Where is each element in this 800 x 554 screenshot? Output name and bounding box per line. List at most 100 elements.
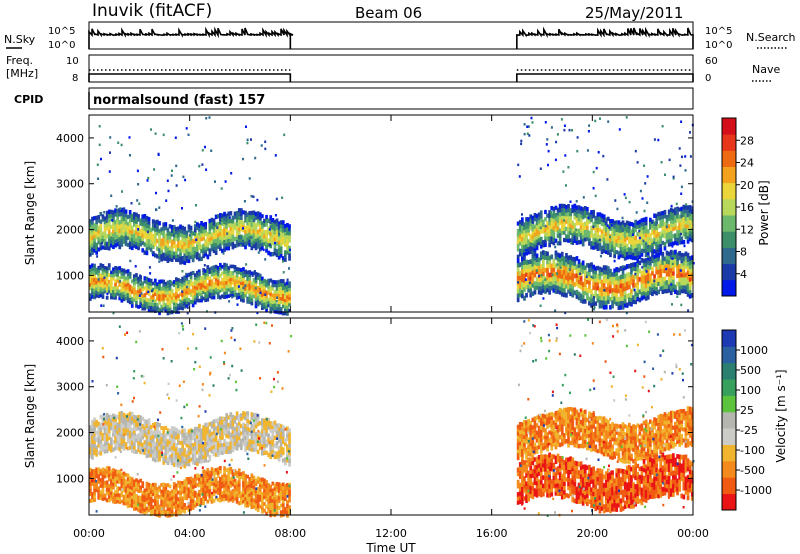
data-cell — [575, 277, 579, 282]
data-cell — [181, 259, 184, 265]
data-cell — [611, 304, 614, 309]
data-cell — [120, 271, 124, 276]
data-cell — [158, 286, 161, 291]
data-cell — [189, 495, 193, 500]
data-cell — [135, 297, 138, 301]
scatter-cell — [119, 207, 122, 210]
scatter-cell — [550, 126, 553, 129]
data-cell — [279, 424, 283, 429]
data-cell — [91, 498, 94, 503]
data-cell — [575, 232, 579, 238]
data-cell — [537, 212, 541, 217]
data-cell — [684, 220, 688, 225]
data-cell — [271, 279, 275, 284]
data-cell — [669, 258, 673, 264]
data-cell — [214, 246, 218, 251]
scatter-cell — [602, 154, 605, 158]
data-cell — [665, 232, 669, 237]
data-cell — [261, 224, 264, 229]
data-cell — [158, 449, 161, 454]
data-cell — [690, 234, 694, 239]
data-cell — [105, 440, 109, 446]
data-cell — [107, 266, 111, 271]
data-cell — [575, 294, 579, 299]
data-cell — [200, 298, 203, 303]
data-cell — [273, 299, 277, 304]
data-cell — [175, 431, 178, 436]
data-cell — [145, 494, 149, 498]
data-cell — [242, 242, 245, 247]
data-cell — [632, 299, 635, 304]
data-cell — [279, 442, 283, 447]
data-cell — [577, 295, 581, 301]
data-cell — [124, 489, 128, 493]
data-cell — [625, 243, 629, 249]
data-cell — [143, 230, 147, 235]
data-cell — [623, 286, 627, 291]
data-cell — [143, 440, 147, 445]
data-cell — [183, 238, 187, 243]
data-cell — [672, 227, 675, 232]
data-cell — [168, 458, 172, 463]
data-cell — [89, 264, 92, 269]
data-cell — [223, 442, 226, 447]
data-cell — [229, 238, 233, 243]
data-cell — [112, 475, 115, 480]
data-cell — [216, 269, 220, 273]
data-cell — [130, 279, 134, 284]
data-cell — [275, 451, 279, 456]
data-cell — [523, 244, 526, 249]
data-cell — [544, 239, 547, 244]
data-cell — [279, 242, 283, 247]
data-cell — [172, 296, 176, 301]
data-cell — [133, 493, 136, 498]
data-cell — [235, 276, 239, 281]
data-cell — [151, 296, 155, 301]
data-cell — [172, 488, 176, 493]
data-cell — [227, 284, 231, 289]
data-cell — [135, 506, 138, 511]
data-cell — [628, 225, 631, 230]
data-cell — [214, 290, 218, 295]
data-cell — [116, 430, 119, 435]
scatter-cell — [264, 258, 267, 261]
data-cell — [175, 496, 178, 501]
scatter-cell — [544, 278, 547, 281]
data-cell — [525, 224, 528, 229]
data-cell — [114, 243, 117, 248]
data-cell — [105, 483, 109, 488]
data-cell — [154, 512, 157, 517]
data-cell — [183, 460, 187, 465]
data-cell — [216, 491, 220, 495]
data-cell — [602, 282, 606, 288]
scatter-cell — [120, 143, 123, 147]
data-cell — [200, 228, 203, 234]
data-cell — [99, 293, 103, 298]
data-cell — [177, 258, 180, 263]
data-cell — [185, 486, 189, 491]
data-cell — [271, 435, 275, 440]
data-cell — [183, 241, 187, 246]
scatter-cell — [146, 230, 149, 234]
data-cell — [636, 239, 640, 244]
data-cell — [250, 294, 254, 299]
scatter-cell — [587, 216, 590, 220]
data-cell — [143, 242, 147, 247]
data-cell — [191, 242, 195, 247]
data-cell — [191, 446, 195, 451]
data-cell — [162, 252, 166, 257]
data-cell — [216, 418, 220, 423]
data-cell — [179, 279, 182, 283]
data-cell — [181, 256, 184, 261]
data-cell — [269, 278, 273, 283]
data-cell — [225, 449, 228, 454]
data-cell — [179, 302, 182, 307]
data-cell — [558, 257, 562, 263]
data-cell — [187, 239, 191, 244]
data-cell — [250, 298, 254, 303]
data-cell — [263, 288, 266, 293]
data-cell — [141, 510, 145, 514]
data-cell — [571, 264, 575, 270]
data-cell — [156, 297, 159, 301]
